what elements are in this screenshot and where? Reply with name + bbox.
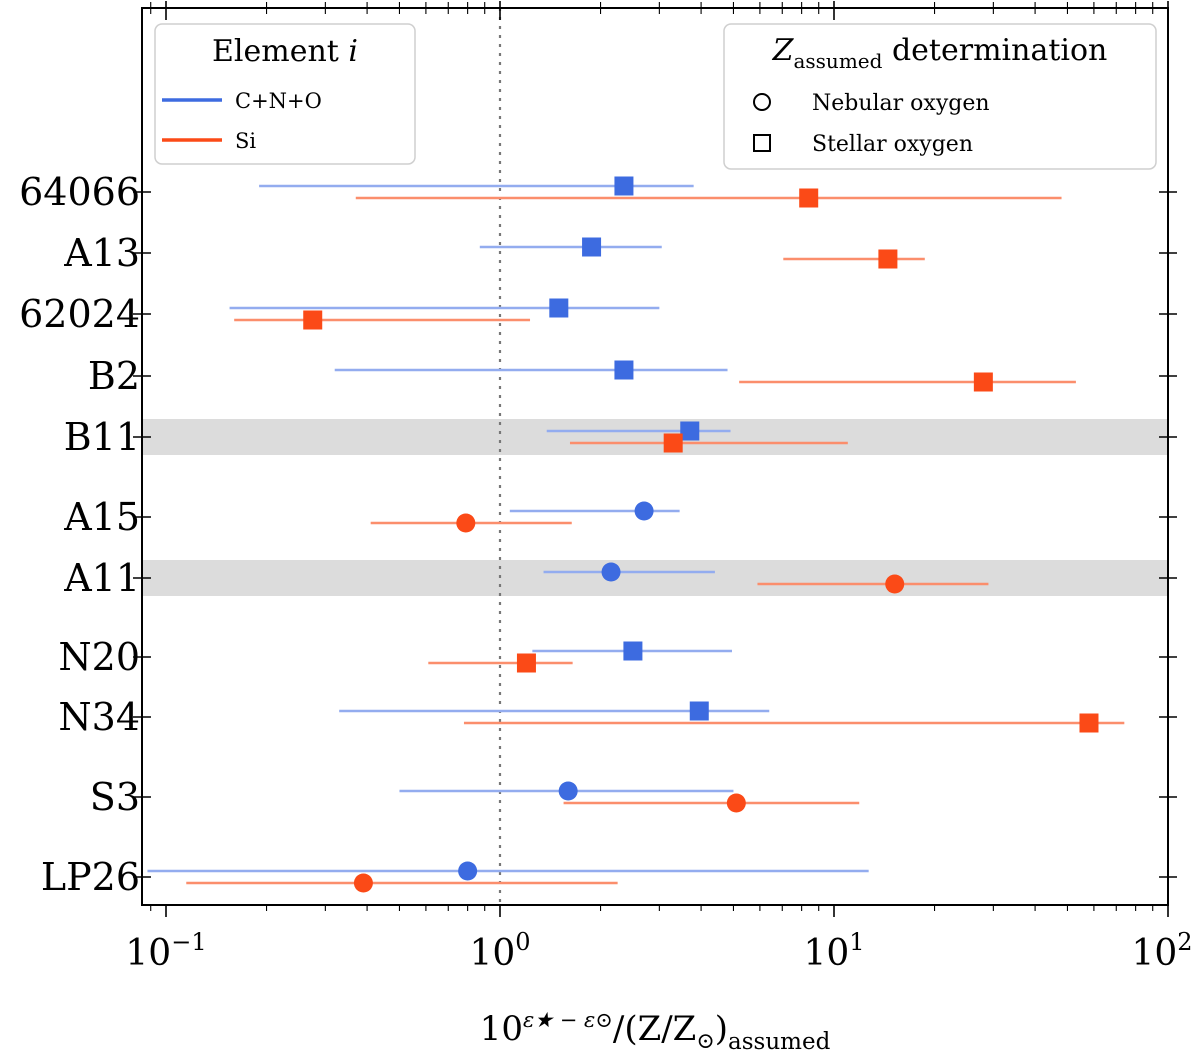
- marker-62024-si: [303, 310, 323, 330]
- legend-determination: Zassumed determination Nebular oxygen St…: [723, 23, 1157, 170]
- ytick-label-a11: A11: [63, 556, 140, 600]
- ytick-label-n34: N34: [58, 695, 140, 739]
- marker-a11-si: [885, 574, 905, 594]
- x-label-close: ): [715, 1009, 728, 1049]
- marker-b11-cno: [680, 421, 700, 441]
- legend-circle-marker: [753, 93, 771, 111]
- marker-n20-cno: [623, 641, 643, 661]
- marker-a13-cno: [582, 237, 602, 257]
- highlight-band-b11: [142, 419, 1168, 455]
- ytick-label-a15: A15: [63, 495, 140, 539]
- marker-n34-si: [1079, 713, 1099, 733]
- marker-a15-cno: [634, 501, 654, 521]
- legend-element-box: [154, 23, 416, 165]
- legend-label-cno: C+N+O: [235, 89, 322, 113]
- ytick-label-a13: A13: [63, 231, 140, 275]
- data-markers: [303, 176, 1099, 893]
- marker-s3-cno: [558, 781, 578, 801]
- ytick-label-64066: 64066: [19, 170, 140, 214]
- highlight-bands: [142, 419, 1168, 596]
- xtick-label-100: 102: [1131, 928, 1192, 974]
- legend-determination-title: Zassumed determination: [772, 33, 1108, 73]
- marker-n34-cno: [689, 701, 709, 721]
- ytick-label-lp26: LP26: [41, 855, 140, 899]
- marker-b11-si: [663, 433, 683, 453]
- legend-label-si: Si: [235, 129, 256, 153]
- x-label-exponent: ε★ − ε⊙: [523, 1008, 613, 1032]
- error-bars: [147, 184, 1125, 885]
- x-label-sun: ⊙: [696, 1029, 714, 1054]
- legend-element-title: Element i: [212, 34, 358, 69]
- x-label-middle: /(Z/Z: [613, 1009, 696, 1049]
- ytick-label-62024: 62024: [19, 292, 140, 336]
- x-tick-labels: 10−1 100 101 102: [125, 928, 1192, 974]
- ytick-label-b11: B11: [64, 415, 140, 459]
- marker-62024-cno: [549, 298, 569, 318]
- marker-lp26-cno: [458, 861, 478, 881]
- xtick-label-1: 100: [469, 928, 530, 974]
- marker-a13-si: [878, 249, 898, 269]
- marker-b2-si: [973, 372, 993, 392]
- marker-64066-cno: [614, 176, 634, 196]
- xtick-label-0p1: 10−1: [125, 928, 206, 974]
- x-label-subscript: assumed: [728, 1029, 831, 1055]
- legend-square-marker: [753, 134, 771, 152]
- legend-element: Element i C+N+O Si: [154, 23, 416, 165]
- marker-s3-si: [726, 793, 746, 813]
- plot-frame: [141, 7, 1169, 906]
- y-tick-labels: 64066 A13 62024 B2 B11 A15 A11 N20 N34 S3 LP26: [19, 170, 140, 899]
- marker-b2-cno: [614, 360, 634, 380]
- marker-n20-si: [516, 653, 536, 673]
- marker-64066-si: [799, 188, 819, 208]
- legend-determination-box: [723, 23, 1157, 170]
- x-label-base: 10: [480, 1009, 523, 1049]
- ytick-label-s3: S3: [90, 775, 140, 819]
- legend-label-nebular: Nebular oxygen: [812, 91, 990, 116]
- x-axis-label: 10ε★ − ε⊙/(Z/Z⊙)assumed: [480, 1008, 831, 1055]
- marker-a11-cno: [601, 562, 621, 582]
- highlight-band-a11: [142, 560, 1168, 596]
- xtick-label-10: 101: [803, 928, 864, 974]
- marker-a15-si: [456, 513, 476, 533]
- legend-label-stellar: Stellar oxygen: [812, 132, 973, 157]
- ytick-label-b2: B2: [88, 354, 140, 398]
- marker-lp26-si: [353, 873, 373, 893]
- axis-ticks: [133, 1, 1177, 917]
- ytick-label-n20: N20: [58, 635, 140, 679]
